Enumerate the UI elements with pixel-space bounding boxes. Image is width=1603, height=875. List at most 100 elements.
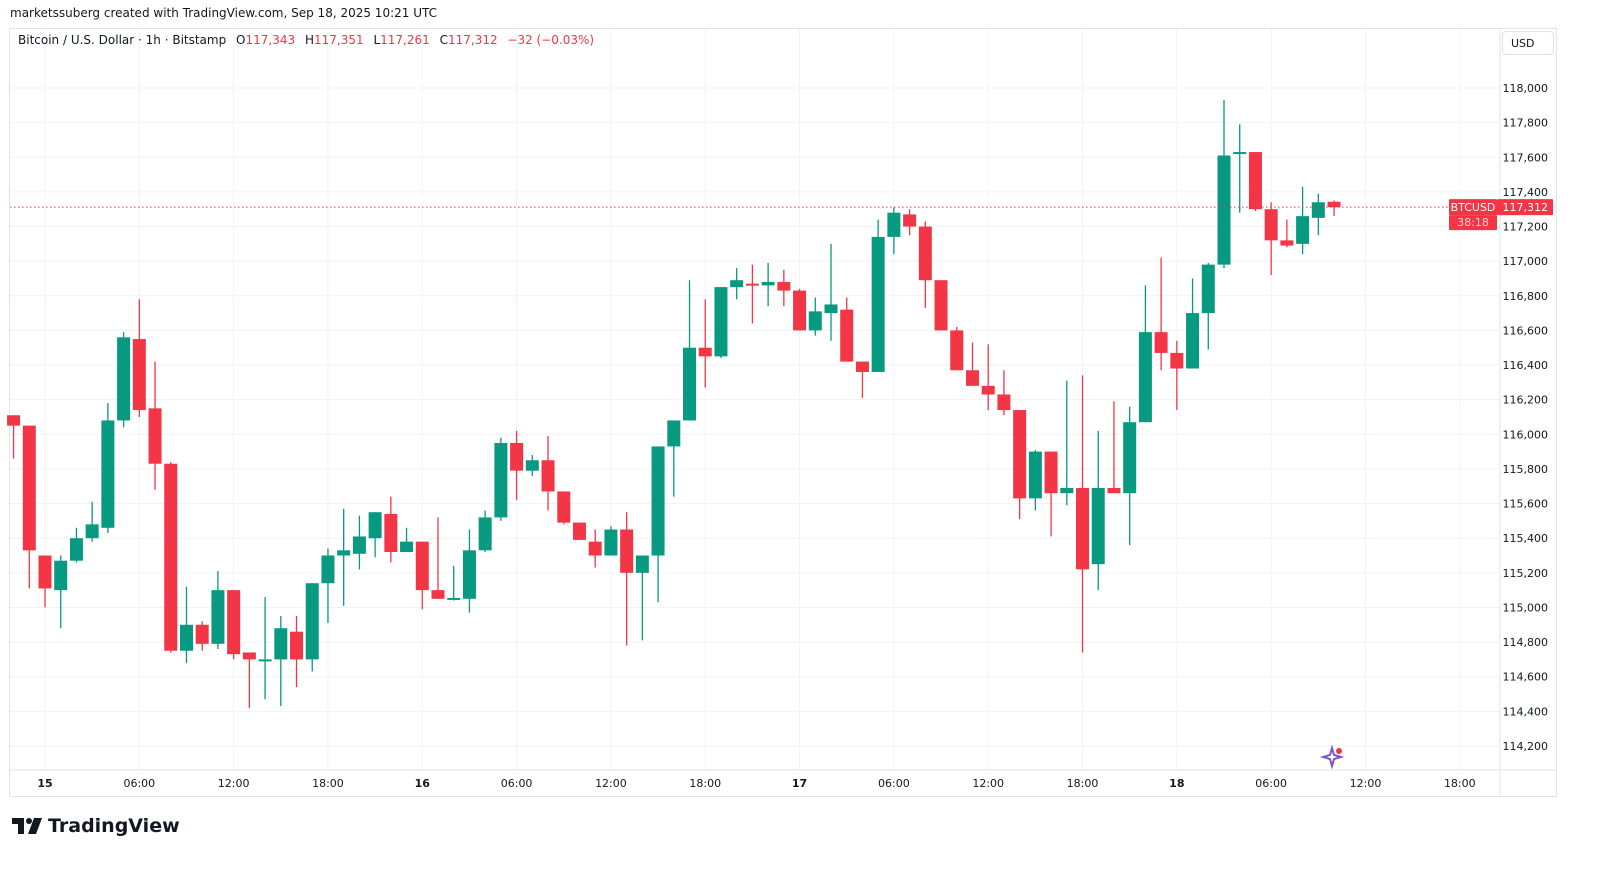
x-tick-label: 18:00 bbox=[1067, 777, 1099, 790]
candle-body bbox=[730, 280, 744, 288]
candle-body bbox=[1170, 352, 1184, 369]
currency-button[interactable]: USD bbox=[1502, 31, 1554, 55]
candle-down bbox=[541, 436, 555, 511]
candle-body bbox=[525, 460, 539, 471]
candle-body bbox=[683, 347, 697, 421]
symbol-legend[interactable]: Bitcoin / U.S. Dollar · 1h · Bitstamp O 1… bbox=[18, 33, 594, 47]
candle-body bbox=[431, 590, 445, 599]
candle-up bbox=[525, 455, 539, 476]
candle-body bbox=[117, 337, 131, 421]
ticker-label: BTCUSD bbox=[1451, 201, 1496, 214]
sparkle-icon[interactable] bbox=[1320, 745, 1346, 771]
candle-up bbox=[761, 262, 775, 307]
candle-body bbox=[651, 446, 665, 556]
candle-up bbox=[808, 297, 822, 336]
candle-down bbox=[903, 209, 917, 236]
x-tick-label: 06:00 bbox=[878, 777, 910, 790]
candle-down bbox=[934, 280, 948, 331]
candle-body bbox=[22, 425, 36, 551]
candle-down bbox=[620, 512, 634, 646]
candle-body bbox=[494, 442, 508, 518]
bar-countdown-box bbox=[1449, 215, 1497, 231]
close-value: 117,312 bbox=[447, 33, 498, 47]
x-tick-label: 12:00 bbox=[1350, 777, 1382, 790]
candle-body bbox=[667, 420, 681, 447]
candle-down bbox=[840, 297, 854, 362]
candle-body bbox=[745, 283, 759, 286]
candle-down bbox=[290, 616, 304, 688]
candle-body bbox=[1280, 240, 1294, 246]
candle-body bbox=[462, 550, 476, 599]
candle-body bbox=[415, 541, 429, 591]
candle-body bbox=[38, 555, 52, 589]
candle-body bbox=[258, 659, 272, 662]
candle-down bbox=[22, 425, 36, 589]
y-tick-label: 117,000 bbox=[1503, 255, 1549, 268]
candle-body bbox=[824, 304, 838, 314]
x-tick-label: 12:00 bbox=[595, 777, 627, 790]
candle-up bbox=[871, 219, 885, 372]
candle-body bbox=[557, 491, 571, 523]
candle-body bbox=[1264, 209, 1278, 241]
tradingview-logo-icon bbox=[12, 818, 42, 834]
candle-body bbox=[85, 524, 99, 539]
candle-body bbox=[1028, 451, 1042, 499]
candle-up bbox=[1091, 430, 1105, 591]
candle-body bbox=[400, 541, 414, 553]
candle-down bbox=[415, 541, 429, 610]
candle-up bbox=[478, 510, 492, 553]
x-tick-label: 18:00 bbox=[689, 777, 721, 790]
candle-body bbox=[179, 624, 193, 651]
candle-body bbox=[478, 517, 492, 551]
candle-up bbox=[1311, 193, 1325, 236]
candle-up bbox=[321, 548, 335, 624]
candle-down bbox=[950, 326, 964, 371]
y-tick-label: 116,400 bbox=[1503, 359, 1549, 372]
last-price-label: 117,312 bbox=[1503, 201, 1549, 214]
grid bbox=[10, 29, 1500, 770]
candle-body bbox=[352, 536, 366, 554]
candle-down bbox=[698, 299, 712, 388]
open-label: O bbox=[236, 33, 246, 47]
candle-body bbox=[227, 590, 241, 655]
candle-body bbox=[132, 339, 146, 411]
candle-down bbox=[1076, 375, 1090, 653]
candle-down bbox=[793, 288, 807, 331]
candle-body bbox=[855, 361, 869, 372]
y-tick-label: 115,400 bbox=[1503, 532, 1549, 545]
axis-ticks: 118,000 117,800 117,600 117,400 117,200 117,0… bbox=[37, 82, 1548, 790]
candle-up bbox=[400, 527, 414, 553]
candle-body bbox=[572, 522, 586, 540]
candle-down bbox=[227, 590, 241, 660]
x-tick-label: 06:00 bbox=[501, 777, 533, 790]
y-tick-label: 117,600 bbox=[1503, 151, 1549, 164]
candle-body bbox=[1013, 410, 1027, 499]
candle-up bbox=[85, 501, 99, 542]
candle-down bbox=[965, 342, 979, 386]
candle-body bbox=[1091, 487, 1105, 565]
candle-body bbox=[997, 394, 1011, 411]
high-value: 117,351 bbox=[313, 33, 364, 47]
candle-body bbox=[1138, 332, 1152, 423]
candle-body bbox=[7, 415, 21, 426]
candle-body bbox=[242, 652, 256, 660]
candle-down bbox=[242, 652, 256, 708]
candle-body bbox=[148, 408, 162, 464]
x-tick-label: 16 bbox=[415, 777, 431, 790]
symbol-name: Bitcoin / U.S. Dollar · 1h · Bitstamp bbox=[18, 33, 227, 47]
close-label: C bbox=[439, 33, 448, 47]
candle-up bbox=[447, 565, 461, 601]
candle-up bbox=[352, 515, 366, 570]
candle-body bbox=[950, 330, 964, 371]
y-tick-label: 114,200 bbox=[1503, 740, 1549, 753]
candle-down bbox=[588, 529, 602, 568]
candle-body bbox=[887, 212, 901, 237]
y-tick-label: 118,000 bbox=[1503, 82, 1549, 95]
candle-up bbox=[69, 527, 83, 563]
candle-body bbox=[1154, 332, 1168, 353]
candle-up bbox=[1123, 406, 1137, 546]
candle-body bbox=[1248, 152, 1262, 210]
candle-down bbox=[1154, 257, 1168, 371]
candle-body bbox=[1076, 487, 1090, 570]
